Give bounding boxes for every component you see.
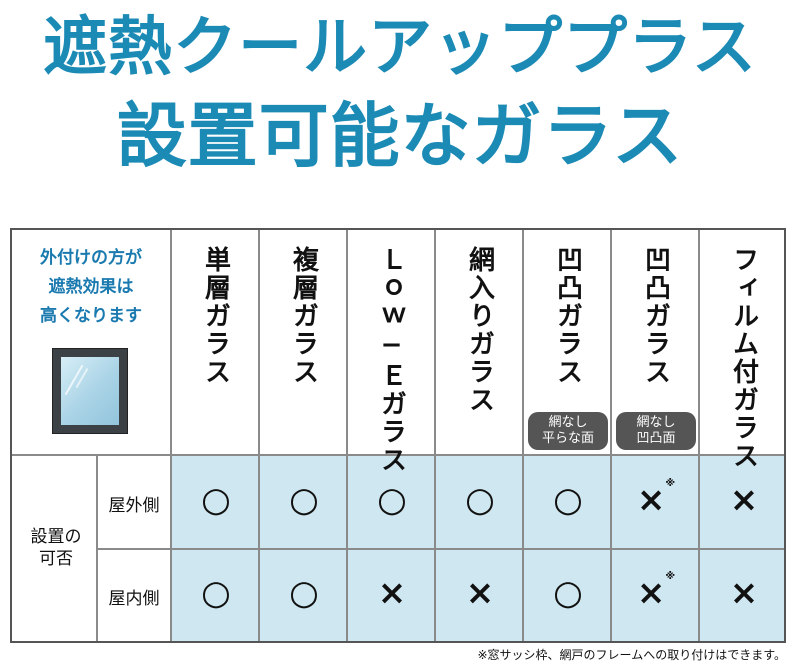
row-label-indoor: 屋内側: [108, 589, 160, 609]
glass-compatibility-table: 外付けの方が 遮熱効果は 高くなります 単層ガラス 複層ガラス Ｌｏｗ−Ｅガラス…: [10, 228, 786, 643]
title-line-2: 設置可能なガラス: [116, 95, 684, 177]
row-label-outdoor: 屋外側: [108, 496, 160, 516]
note-marker: ※: [665, 571, 676, 582]
mark-indoor-single: ○: [201, 573, 231, 613]
note-line: 遮熱効果は: [48, 277, 134, 297]
group-label-installable: 設置の 可否: [30, 527, 82, 569]
mark-indoor-low-e: ×: [377, 573, 407, 613]
mark-outdoor-single: ○: [201, 480, 231, 520]
mark-outdoor-film: ×: [729, 480, 759, 520]
column-header-double-glass: 複層ガラス: [288, 246, 319, 386]
mark-indoor-patterned-flat: ○: [553, 573, 583, 613]
note-line: 高くなります: [40, 306, 142, 326]
mark-indoor-wired: ×: [465, 573, 495, 613]
row-outdoor-bg: [170, 456, 784, 548]
title-line-1: 遮熱クールアッププラス: [43, 11, 757, 85]
mark-outdoor-patterned-flat: ○: [553, 480, 583, 520]
note-marker: ※: [665, 478, 676, 489]
row-indoor-bg: [170, 550, 784, 641]
column-header-single-glass: 単層ガラス: [200, 246, 231, 386]
footnote: ※窓サッシ枠、網戸のフレームへの取り付けはできます。: [477, 648, 787, 662]
mark-indoor-double: ○: [289, 573, 319, 613]
column-header-film-glass: フィルム付ガラス: [728, 246, 759, 470]
window-illustration: [52, 348, 128, 434]
note-box: 外付けの方が 遮熱効果は 高くなります: [12, 244, 170, 331]
mark-indoor-patterned-rough: ×※: [636, 571, 676, 613]
mark-outdoor-low-e: ○: [377, 480, 407, 520]
badge-flat-side: 網なし 平らな面: [528, 412, 608, 450]
column-header-wired-glass: 網入りガラス: [464, 246, 495, 414]
note-line: 外付けの方が: [40, 248, 142, 268]
mark-outdoor-double: ○: [289, 480, 319, 520]
badge-rough-side: 網なし 凹凸面: [616, 412, 696, 450]
column-header-patterned-glass-rough: 凹凸ガラス: [640, 246, 671, 386]
mark-outdoor-patterned-rough: ×※: [636, 478, 676, 520]
mark-indoor-film: ×: [729, 573, 759, 613]
column-header-low-e-glass: Ｌｏｗ−Ｅガラス: [376, 246, 407, 474]
column-header-patterned-glass-flat: 凹凸ガラス: [552, 246, 583, 386]
mark-outdoor-wired: ○: [465, 480, 495, 520]
